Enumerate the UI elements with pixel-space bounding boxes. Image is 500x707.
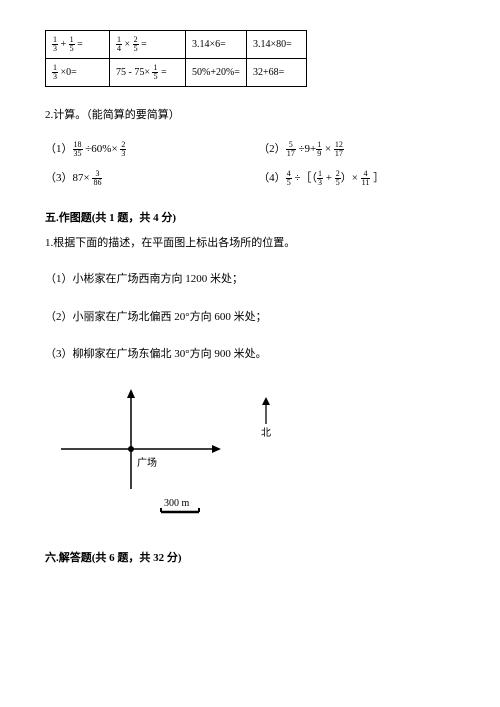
s5-desc: 1.根据下面的描述，在平面图上标出各场所的位置。 <box>45 235 455 253</box>
q4-b: ÷［（ <box>292 172 317 184</box>
q3-prefix: （3）87× <box>45 172 92 184</box>
q1-mid: ÷60%× <box>83 143 121 155</box>
q2: （2）517 ÷9+19 × 1217 <box>258 141 455 159</box>
cell-r2c3: 50%+20%= <box>186 59 247 87</box>
section6-heading: 六.解答题(共 6 题，共 32 分) <box>45 550 455 568</box>
north-label: 北 <box>261 427 271 439</box>
cell-r2c2: 75 - 75× 15 = <box>110 59 186 87</box>
calc-table: 13 + 15 = 14 × 25 = 3.14×6= 3.14×80= 13 … <box>45 30 307 87</box>
q3: （3）87× 386 <box>45 170 258 188</box>
q4-d: ）× <box>341 172 361 184</box>
q4: （4）45 ÷［（13 + 25）× 411 ］ <box>258 170 455 188</box>
q2-prefix: （2） <box>258 143 286 155</box>
cell-r2c4: 32+68= <box>246 59 306 87</box>
q4-c: + <box>323 172 335 184</box>
diagram: 广场 北 300 m <box>51 384 455 534</box>
q4-prefix: （4） <box>258 172 286 184</box>
s5-item2: （2）小丽家在广场北偏西 20°方向 600 米处； <box>45 309 455 327</box>
q2-mid2: × <box>322 143 334 155</box>
q4-e: ］ <box>370 172 384 184</box>
cell-r2c1: 13 ×0= <box>46 59 110 87</box>
q2-mid1: ÷9+ <box>296 143 317 155</box>
cell-r1c3: 3.14×6= <box>186 31 247 59</box>
q1: （1）1835 ÷60%× 23 <box>45 141 258 159</box>
center-label: 广场 <box>137 456 157 469</box>
section5-heading: 五.作图题(共 1 题，共 4 分) <box>45 210 455 228</box>
s5-item3: （3）柳柳家在广场东偏北 30°方向 900 米处。 <box>45 346 455 364</box>
cell-r1c1: 13 + 15 = <box>46 31 110 59</box>
s5-item1: （1）小彬家在广场西南方向 1200 米处； <box>45 271 455 289</box>
cell-r1c4: 3.14×80= <box>246 31 306 59</box>
calc2-title: 2.计算。（能简算的要简算） <box>45 107 455 125</box>
q1-prefix: （1） <box>45 143 73 155</box>
scale-label: 300 m <box>164 498 190 509</box>
cell-r1c2: 14 × 25 = <box>110 31 186 59</box>
